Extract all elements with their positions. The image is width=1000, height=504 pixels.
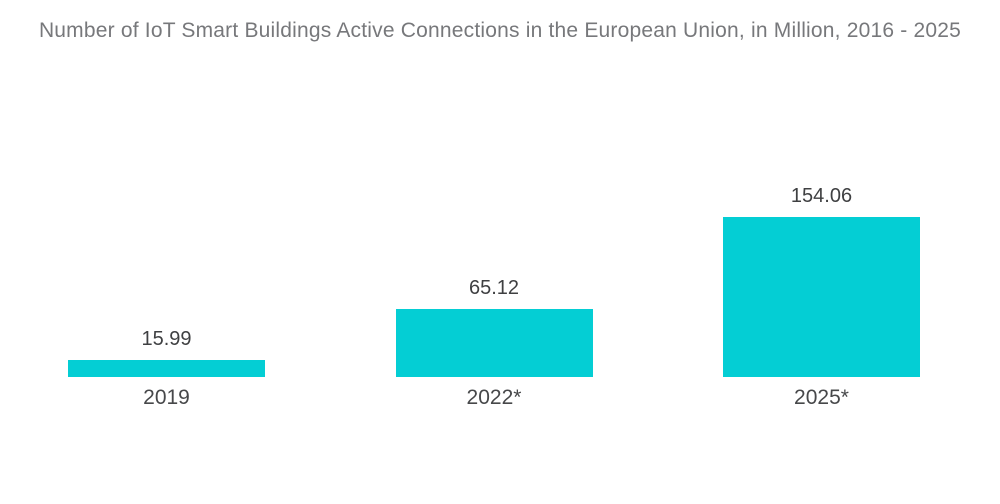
bar-group-2022: 65.12 2022* (395, 277, 593, 409)
bar-2019 (68, 360, 265, 377)
category-label-2022: 2022* (466, 386, 522, 409)
bar-2022 (395, 309, 593, 377)
bar-2025 (723, 217, 920, 377)
chart-title: Number of IoT Smart Buildings Active Con… (38, 19, 962, 42)
value-label-2019: 15.99 (141, 328, 192, 350)
value-label-2022: 65.12 (468, 277, 520, 299)
value-label-2025: 154.06 (790, 185, 853, 207)
bar-chart: 15.99 2019 65.12 2022* 154.06 2025* (68, 0, 920, 409)
category-label-2019: 2019 (143, 386, 190, 409)
category-label-2025: 2025* (794, 386, 849, 409)
bar-group-2019: 15.99 2019 (68, 328, 265, 409)
bar-group-2025: 154.06 2025* (723, 185, 920, 409)
